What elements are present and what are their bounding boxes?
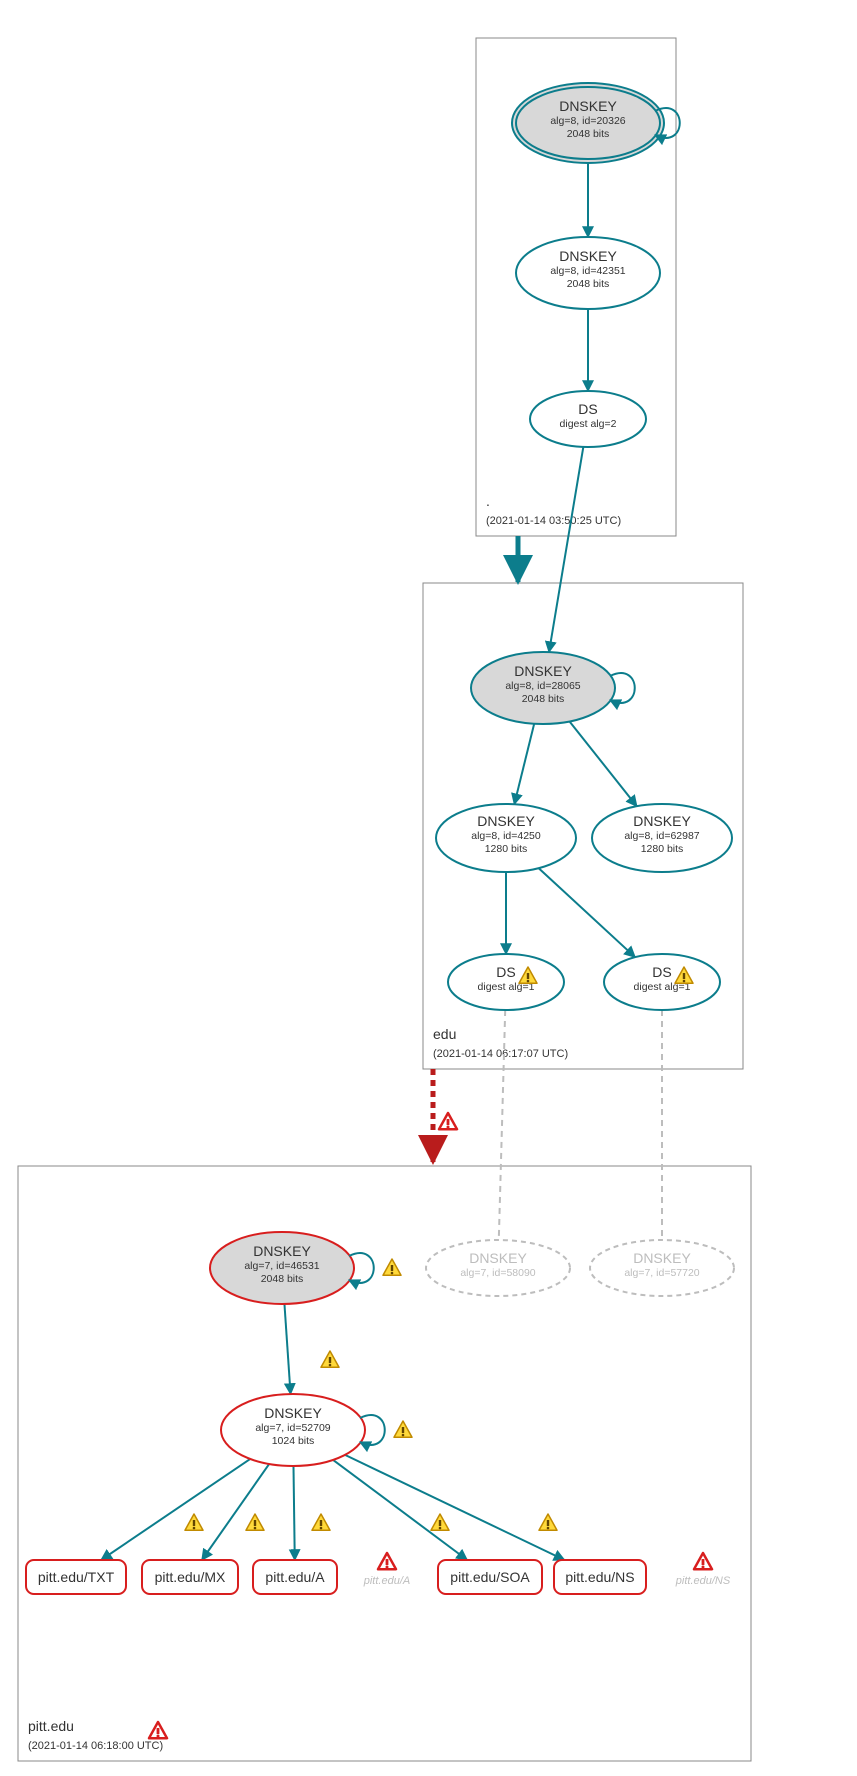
dnssec-diagram: . (2021-01-14 03:50:25 UTC) edu (2021-01-14… — [0, 0, 857, 1776]
ghost-label: pitt.edu/A — [363, 1575, 410, 1587]
node-text: pitt.edu/MX — [155, 1569, 226, 1585]
warning-icon — [185, 1514, 203, 1530]
zone-label: . — [486, 493, 490, 509]
node-text: alg=8, id=28065 — [505, 680, 580, 692]
zone-timestamp: (2021-01-14 06:18:00 UTC) — [28, 1740, 163, 1752]
node-text: digest alg=2 — [560, 418, 617, 430]
edge — [333, 1460, 467, 1560]
node-text: DS — [578, 401, 597, 417]
node-text: DNSKEY — [264, 1405, 322, 1421]
edge — [202, 1464, 269, 1560]
node-text: 1280 bits — [485, 843, 528, 855]
warning-icon — [394, 1421, 412, 1437]
warning-icon — [321, 1351, 339, 1367]
node-text: 1024 bits — [272, 1435, 315, 1447]
node-text: alg=8, id=42351 — [550, 265, 625, 277]
node-text: alg=7, id=58090 — [460, 1267, 535, 1279]
node-text: DNSKEY — [514, 663, 572, 679]
node-text: DNSKEY — [633, 1250, 691, 1266]
node-text: pitt.edu/TXT — [38, 1569, 115, 1585]
node-text: 2048 bits — [567, 278, 610, 290]
edge — [284, 1304, 290, 1394]
node-text: DNSKEY — [559, 248, 617, 264]
warning-icon — [383, 1259, 401, 1275]
node-text: DNSKEY — [633, 813, 691, 829]
error-icon — [149, 1722, 167, 1738]
node-text: alg=7, id=57720 — [624, 1267, 699, 1279]
node-text: DNSKEY — [469, 1250, 527, 1266]
node-text: alg=7, id=46531 — [244, 1260, 319, 1272]
ghost-label: pitt.edu/NS — [675, 1575, 731, 1587]
warning-icon — [431, 1514, 449, 1530]
node-text: 1280 bits — [641, 843, 684, 855]
node-text: DS — [652, 964, 671, 980]
node-text: DNSKEY — [477, 813, 535, 829]
zone-timestamp: (2021-01-14 06:17:07 UTC) — [433, 1048, 568, 1060]
node-text: alg=8, id=20326 — [550, 115, 625, 127]
node-text: pitt.edu/SOA — [450, 1569, 530, 1585]
error-icon — [378, 1553, 396, 1569]
edge — [570, 721, 637, 806]
edge — [539, 868, 636, 957]
node-text: DNSKEY — [253, 1243, 311, 1259]
node-text: alg=8, id=4250 — [471, 830, 541, 842]
node-text: alg=8, id=62987 — [624, 830, 699, 842]
error-icon — [694, 1553, 712, 1569]
edge — [499, 1010, 505, 1240]
warning-icon — [246, 1514, 264, 1530]
error-icon — [439, 1113, 457, 1129]
node-text: pitt.edu/A — [265, 1569, 325, 1585]
edge — [293, 1466, 294, 1560]
edge — [101, 1459, 250, 1560]
warning-icon — [539, 1514, 557, 1530]
node-text: 2048 bits — [567, 128, 610, 140]
node-text: 2048 bits — [522, 693, 565, 705]
node-text: pitt.edu/NS — [565, 1569, 634, 1585]
zone-label: edu — [433, 1026, 456, 1042]
node-text: DS — [496, 964, 515, 980]
node-text: 2048 bits — [261, 1273, 304, 1285]
edge — [549, 447, 583, 652]
edge — [345, 1455, 564, 1560]
node-text: DNSKEY — [559, 98, 617, 114]
edge — [514, 724, 534, 805]
zone-timestamp: (2021-01-14 03:50:25 UTC) — [486, 515, 621, 527]
warning-icon — [312, 1514, 330, 1530]
zone-label: pitt.edu — [28, 1718, 74, 1734]
node-text: alg=7, id=52709 — [255, 1422, 330, 1434]
